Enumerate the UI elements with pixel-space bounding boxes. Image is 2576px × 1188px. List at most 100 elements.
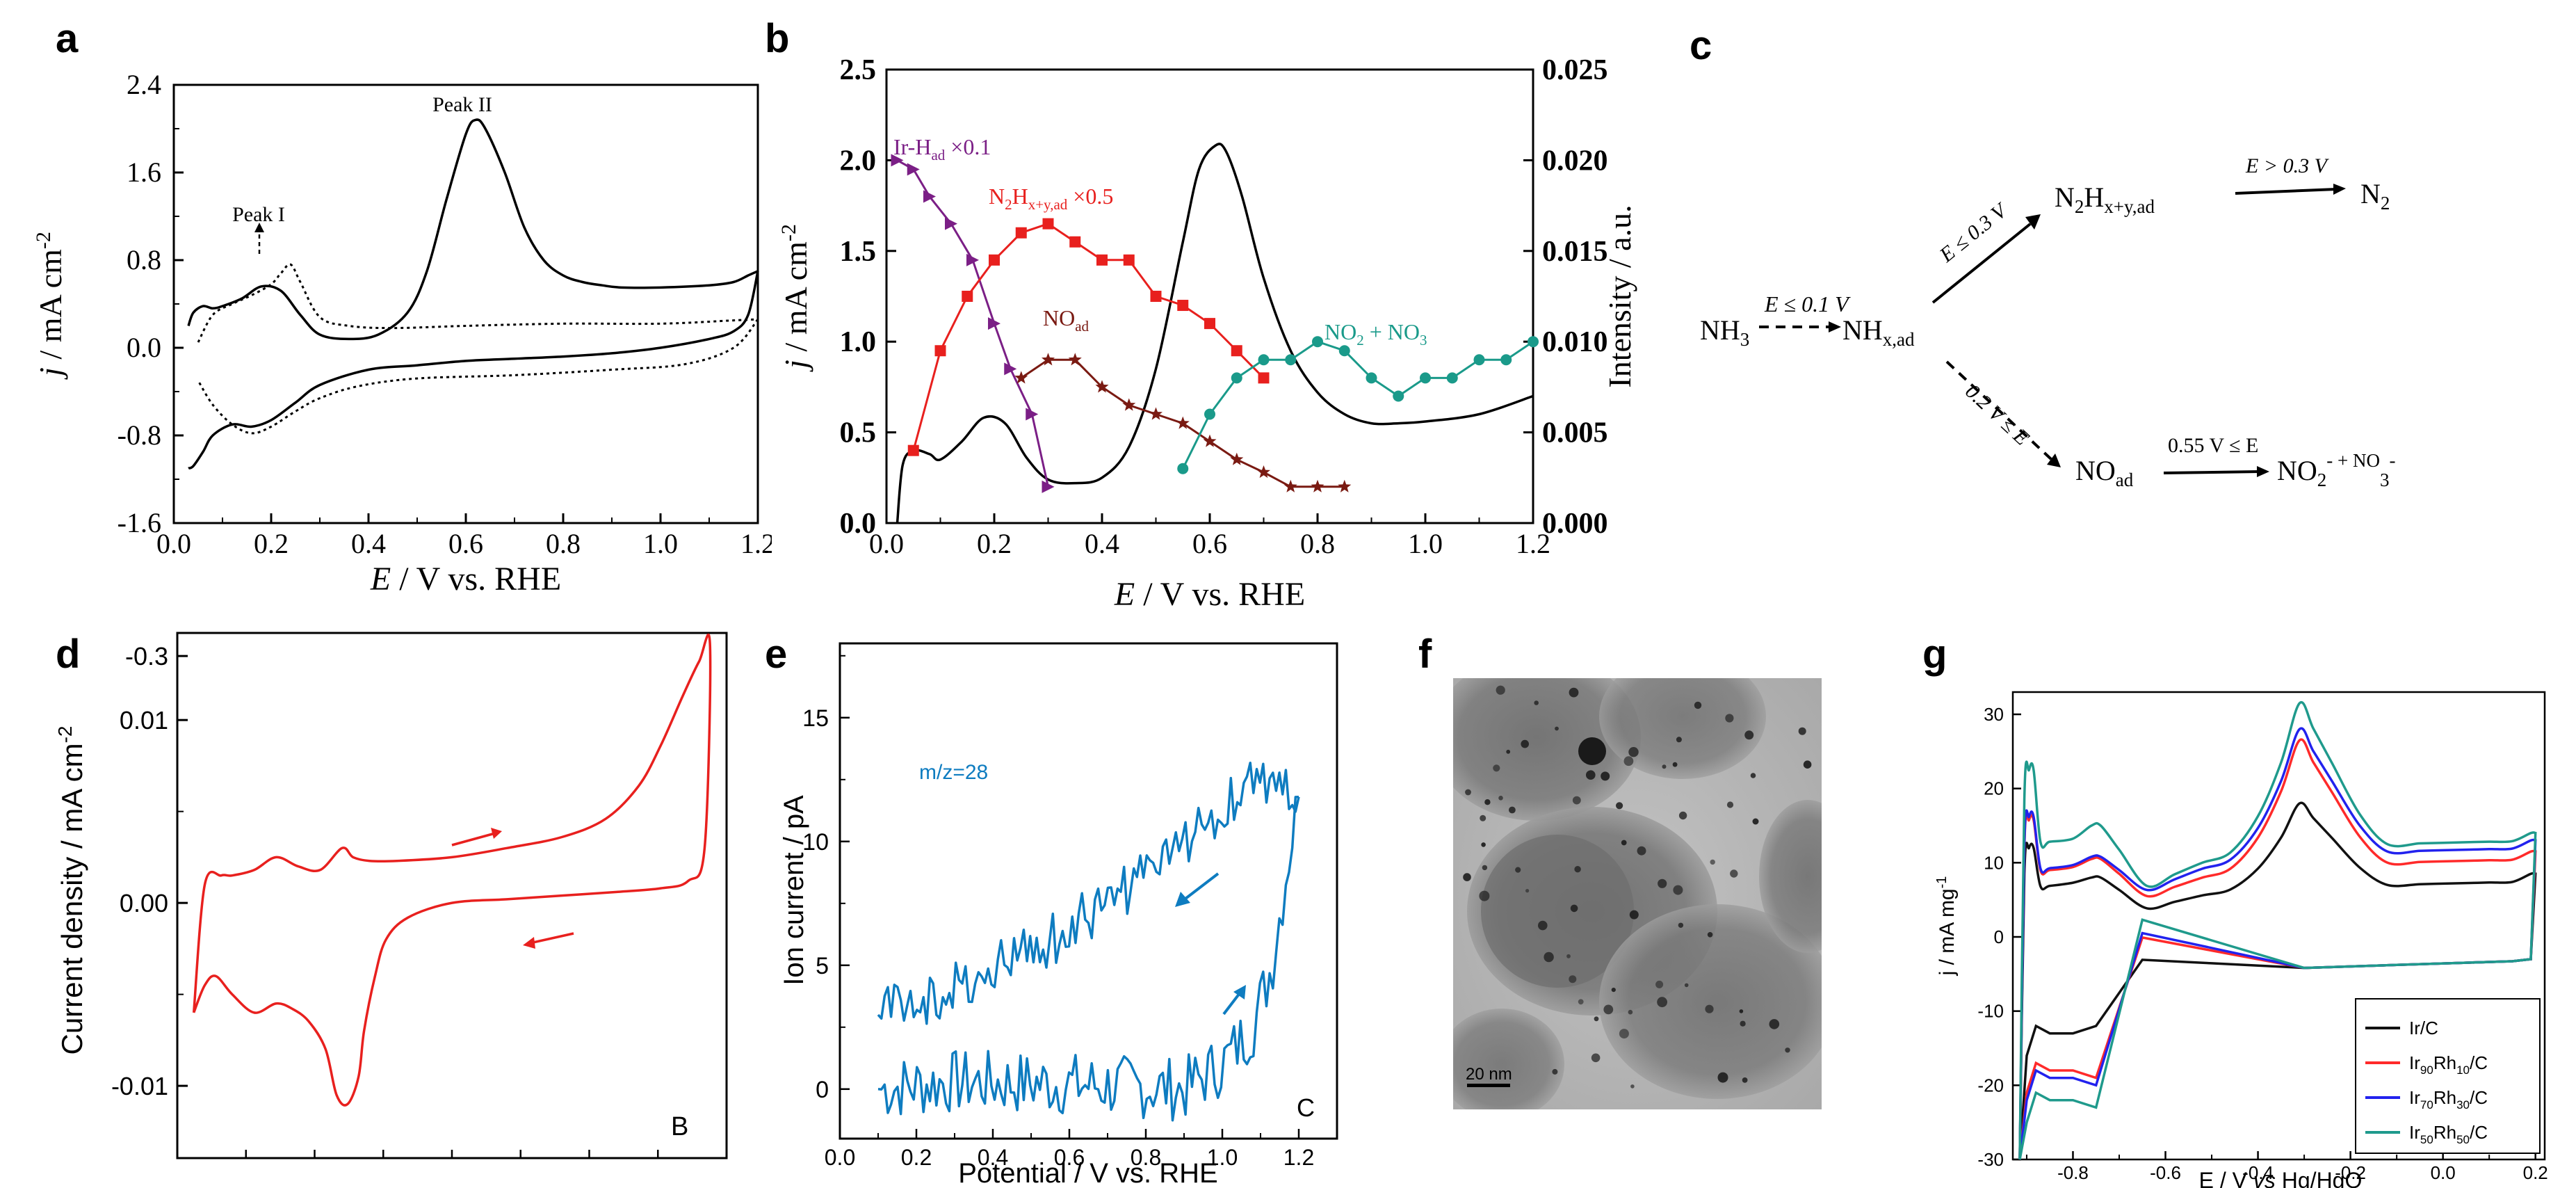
nanoparticle [1552,1068,1558,1075]
legend-box [2355,998,2541,1154]
g-ytick-label: 0 [1994,926,2004,947]
g-ytick-label: -30 [1977,1149,2004,1170]
b-marker-square [1069,236,1081,248]
nanoparticle [1657,997,1667,1008]
nanoparticle [1570,904,1578,913]
ticks-b: 0.0 0.2 0.4 0.6 0.8 1.0 1.2 0.0 0.5 1.0 1.5 2.0 2.5 0… [840,54,1608,559]
lines-b [891,143,1539,524]
nanoparticle [1750,773,1756,778]
e-xtick-label: 0.6 [1054,1145,1085,1170]
b-series-cv [896,143,1534,524]
arrow-to-nox [2163,470,2260,474]
arrowhead-forward-d [491,828,502,839]
b-y2tick-label: 0.005 [1542,417,1608,449]
plot-frame-g [2011,691,2546,1161]
nanoparticle [1623,756,1634,766]
b-ytick-label: 1.0 [840,326,877,358]
e-series-reverse [877,761,1300,1025]
b-y2tick-label: 0.025 [1542,54,1608,86]
carbon-support-6 [1759,800,1822,953]
corner-label-e: C [1297,1093,1315,1122]
ticks-d: -0.3 0.01 0.00 -0.01 [111,642,659,1158]
nanoparticle [1594,1016,1599,1022]
plot-frame-e [839,642,1338,1140]
g-ytick-label: -10 [1977,1001,2004,1022]
peak1-arrowhead [254,223,264,232]
xlabel-g: E / V vs Hg/HgO [2199,1168,2363,1188]
carbon-support-4 [1481,835,1634,988]
cond-e3: E > 0.3 V [2245,154,2330,177]
b-ytick-label: 0.5 [840,417,877,449]
a-xtick-label: 0.0 [156,528,191,559]
annotation-peak1: Peak I [232,203,285,226]
nanoparticle [1803,760,1812,769]
nanoparticle [1463,873,1471,881]
nanoparticle [1637,846,1646,856]
cond-e4: 0.2 V ≤ E [1961,380,2034,450]
g-xtick-label: -0.8 [2057,1162,2089,1183]
e-ytick-label: 15 [802,705,829,732]
nanoparticle [1534,700,1539,705]
e-ytick-label: 5 [816,953,829,979]
nanoparticle [1769,1019,1780,1029]
a-ytick-label: -1.6 [118,507,161,538]
b-marker-circle [1231,372,1242,384]
nanoparticle [1603,1004,1614,1015]
cond-e2: E ≤ 0.3 V [1935,198,2013,267]
scale-bar-label: 20 nm [1466,1065,1512,1084]
arrowhead-1 [1829,321,1841,332]
arrow-to-n2 [2235,188,2337,195]
b-marker-square [1150,291,1162,302]
b-marker-star [1095,380,1109,393]
panel-f: f 20 nm [1391,612,1877,1188]
arrowhead-reverse-e [1175,892,1190,907]
a-xtick-label: 0.2 [254,528,289,559]
lines-g [2018,700,2537,1160]
panel-label-b: b [765,16,789,61]
arrow-forward-e [1222,992,1241,1016]
nanoparticle [1493,764,1500,772]
b-marker-star [1257,465,1270,479]
b-marker-square [1204,318,1215,330]
nanoparticle [1566,954,1571,958]
b-marker-square [1096,254,1108,266]
b-marker-star [1014,371,1028,384]
b-marker-square [1258,372,1270,384]
nanoparticle [1572,796,1581,805]
legend-entry: Ir50Rh50/C [2409,1122,2488,1146]
a-xtick-label: 0.4 [351,528,386,559]
d-ytick-label: -0.3 [125,642,168,671]
nanoparticle [1744,730,1754,740]
cond-e1: E ≤ 0.1 V [1764,291,1851,316]
nanoparticle [1785,1047,1790,1053]
nanoparticle [1752,818,1759,825]
b-marker-star [1176,416,1190,429]
nanoparticle [1742,1077,1748,1083]
chart-e: e 0.0 0.2 0.4 0.6 0.8 1.0 1.2 0 5 10 15 m/z=28 C P… [765,632,1338,1188]
lines-e [877,761,1300,1122]
nanoparticle [1484,799,1491,805]
b-marker-star [1230,452,1244,465]
panel-c: c NH3 E ≤ 0.1 V NHx,ad E ≤ 0.3 V N2Hx+y,… [1641,0,2576,612]
species-nox: NO2- + NO3- [2277,450,2396,490]
nanoparticle [1694,701,1702,709]
nanoparticle [1538,920,1548,931]
b-xtick-label: 1.2 [1516,528,1550,559]
carbon-support-1 [1453,678,1641,821]
nanoparticles [1463,685,1812,1089]
b-xtick-label: 1.0 [1408,528,1443,559]
nanoparticle [1616,802,1623,810]
legend-g: Ir/C Ir90Rh10/C Ir70Rh30/C Ir50Rh50/C [2355,998,2541,1154]
tem-image: f 20 nm [1418,632,1822,1109]
b-xtick-label: 0.0 [869,528,904,559]
b-y2tick-label: 0.000 [1542,508,1608,540]
b-marker-triangle [907,163,920,176]
panel-e: e 0.0 0.2 0.4 0.6 0.8 1.0 1.2 0 5 10 15 m/z=28 C P… [765,612,1391,1188]
lines-a [187,118,759,469]
a-series-solid-anodic [187,118,759,341]
panel-label-d: d [56,632,80,677]
b-marker-circle [1177,463,1189,474]
label-irh: Ir-Had ×0.1 [893,134,991,163]
g-series-2 [2018,727,2537,1160]
panel-label-c: c [1690,23,1712,68]
